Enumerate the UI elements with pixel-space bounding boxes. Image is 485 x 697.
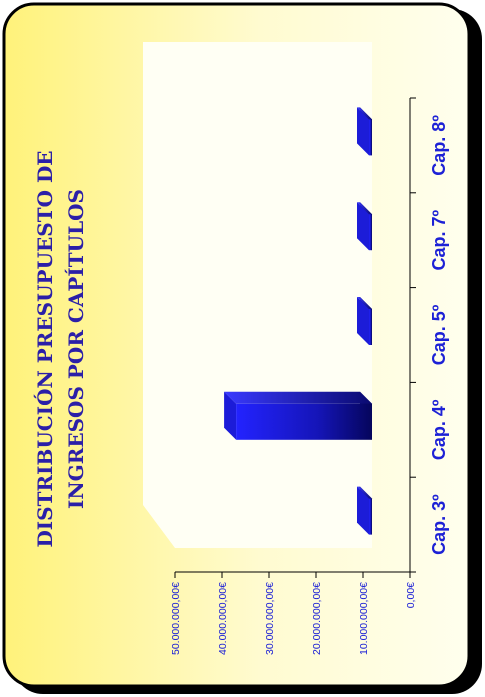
category-label: Cap. 7º [429,209,449,270]
bar-top-face [357,107,372,120]
category-axis: Cap. 3º Cap. 4º Cap. 5º Cap. 7º Cap. 8º [410,97,449,573]
bar [224,391,372,440]
bar-end-face [357,486,369,535]
value-axis: 0,00€ 10.000.000,00€ 20.000.000,00€ 30.000.… [170,572,417,655]
bar-end-face [357,107,369,156]
bar [357,107,372,156]
title-line-2: INGRESOS POR CAPÍTULOS [64,189,88,509]
bar-top-face [357,202,372,215]
bar [357,297,372,345]
bar-front-face [369,309,372,345]
value-tick-label: 50.000.000,00€ [170,582,182,655]
bar-top-face [224,391,372,404]
bar-front-face [369,498,372,535]
bar-end-face [357,297,369,345]
bar-front-face [369,119,372,156]
bar [357,486,372,535]
title-line-1: DISTRIBUCIÓN PRESUPUESTO DE [32,150,57,547]
bar-end-face [224,391,237,440]
category-label: Cap. 3º [429,494,449,555]
category-label: Cap. 4º [429,399,449,460]
value-tick-label: 10.000.000,00€ [358,582,370,655]
bar-top-face [357,297,372,309]
value-tick-label: 20.000.000,00€ [311,582,323,655]
bar-front-face [236,403,372,440]
bar-front-face [369,214,372,251]
bar-top-face [357,486,372,499]
plot-area [143,42,372,548]
category-label: Cap. 8º [429,115,449,176]
chart-title: DISTRIBUCIÓN PRESUPUESTO DE [32,150,57,547]
bars [224,107,372,535]
value-tick-label: 30.000.000,00€ [264,582,276,655]
value-tick-label: 40.000.000,00€ [217,582,229,655]
bar [357,202,372,251]
category-label: Cap. 5º [429,304,449,365]
bar-end-face [357,202,369,251]
value-tick-label: 0,00€ [405,582,417,608]
